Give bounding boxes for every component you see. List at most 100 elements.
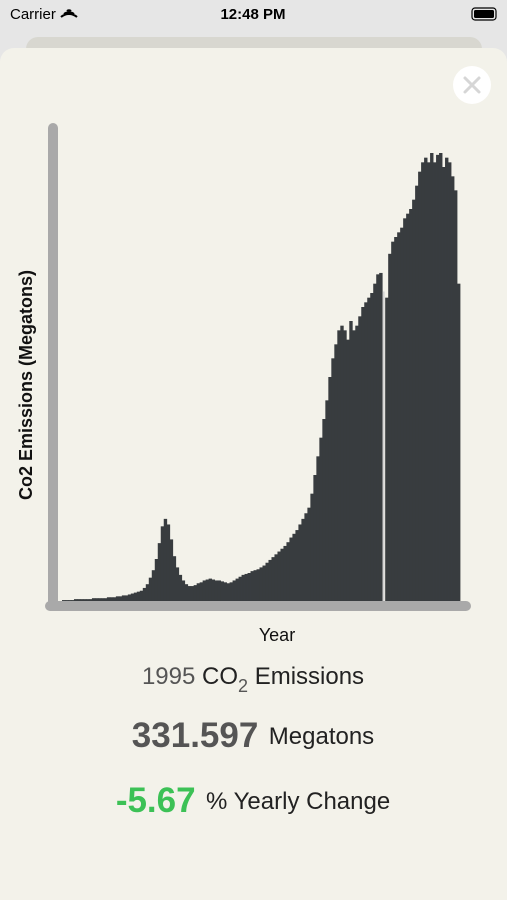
bar — [280, 548, 284, 601]
bar — [250, 571, 254, 601]
selected-bar — [382, 291, 385, 601]
bar — [244, 573, 248, 601]
bar — [112, 597, 117, 601]
bar — [418, 171, 422, 601]
plot — [62, 153, 461, 602]
bar — [424, 157, 428, 601]
bar — [364, 302, 368, 601]
bar — [124, 595, 129, 601]
bar — [163, 518, 168, 601]
bar — [298, 524, 302, 601]
bar — [193, 585, 198, 601]
bar — [184, 584, 189, 601]
bar — [220, 581, 224, 601]
bar — [385, 297, 389, 601]
bar — [223, 582, 227, 601]
bar — [259, 567, 263, 601]
bar — [73, 599, 78, 601]
bar — [319, 437, 323, 601]
bar — [199, 582, 204, 601]
bar — [265, 562, 269, 601]
bar — [439, 153, 443, 601]
bar — [187, 586, 192, 601]
bar — [340, 325, 344, 601]
readout-change-label: % Yearly Change — [206, 788, 390, 815]
bar — [346, 339, 350, 601]
bar — [181, 580, 186, 601]
bar — [157, 543, 162, 601]
bar — [370, 293, 374, 601]
bar — [226, 583, 230, 601]
bar — [190, 586, 195, 601]
bar — [127, 594, 132, 601]
bar — [235, 578, 239, 601]
bar — [253, 570, 257, 601]
bar — [115, 596, 120, 601]
readout-compound: CO — [202, 663, 238, 690]
bar — [445, 157, 449, 601]
bar — [229, 582, 233, 601]
bar — [394, 237, 398, 601]
bar — [100, 598, 105, 601]
bar — [121, 595, 126, 601]
bar — [421, 162, 425, 602]
bar — [367, 297, 371, 601]
bar — [343, 330, 347, 601]
bar — [62, 600, 66, 601]
bar — [331, 358, 335, 601]
bar — [283, 545, 287, 601]
close-icon — [463, 76, 481, 94]
bar — [76, 599, 81, 601]
bar — [136, 591, 141, 601]
bar — [169, 539, 174, 601]
battery-level — [474, 10, 494, 18]
bar — [412, 199, 416, 601]
bar — [427, 162, 431, 602]
bar — [313, 475, 317, 601]
bar — [397, 232, 401, 602]
bar — [67, 600, 72, 601]
readout-change-line: -5.67 % Yearly Change — [116, 781, 390, 820]
readout-value: 331.597 — [132, 716, 259, 755]
bar — [85, 599, 90, 601]
bar — [328, 377, 332, 601]
bar — [118, 596, 123, 601]
bar — [448, 162, 452, 602]
bar — [160, 526, 165, 601]
bar — [307, 507, 311, 601]
bar — [94, 598, 99, 601]
bar — [292, 533, 296, 601]
bar — [349, 321, 353, 601]
x-axis-label: Year — [259, 625, 295, 645]
bar — [376, 274, 380, 601]
sheet — [0, 48, 507, 900]
bar — [304, 513, 308, 601]
bar — [247, 573, 251, 601]
bar — [202, 580, 207, 601]
bar — [88, 599, 93, 601]
bar — [274, 554, 278, 601]
bar — [97, 598, 102, 601]
bar — [166, 524, 171, 601]
bar — [403, 218, 407, 602]
bar — [139, 590, 144, 601]
y-axis-label: Co2 Emissions (Megatons) — [16, 270, 36, 500]
bar — [286, 542, 290, 601]
bar — [142, 587, 147, 601]
bar — [442, 167, 446, 601]
bar — [106, 597, 111, 601]
battery — [471, 7, 497, 21]
bar — [208, 578, 213, 601]
bar — [151, 570, 156, 601]
readout-year: 1995 — [142, 663, 195, 690]
bar — [133, 592, 138, 601]
bar — [82, 599, 87, 601]
bar — [358, 316, 362, 601]
bar — [175, 567, 180, 601]
bar — [379, 272, 383, 601]
bar — [310, 493, 314, 601]
bar — [64, 600, 69, 601]
bar — [241, 574, 245, 601]
readout-value-line: 331.597 Megatons — [132, 716, 374, 755]
